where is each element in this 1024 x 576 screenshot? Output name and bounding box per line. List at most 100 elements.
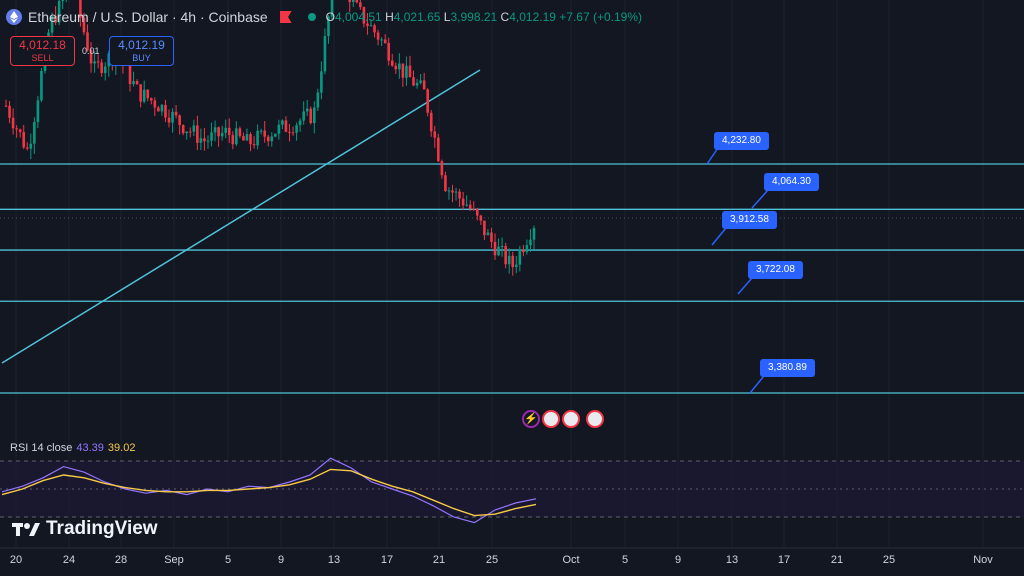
candle: [298, 120, 302, 126]
ethereum-icon: [6, 9, 22, 25]
symbol-title[interactable]: Ethereum / U.S. Dollar · 4h · Coinbase: [28, 9, 268, 25]
candle: [514, 264, 518, 268]
candle: [188, 131, 192, 133]
candle: [504, 246, 507, 265]
candle: [263, 130, 266, 137]
candle: [465, 204, 468, 206]
us-flag-event-icon[interactable]: [586, 410, 604, 428]
candle: [139, 84, 142, 102]
candle: [249, 134, 252, 145]
flag-icon[interactable]: [279, 11, 292, 23]
candle: [348, 0, 352, 3]
level-label-2[interactable]: 4,064.30: [764, 173, 819, 191]
candle: [25, 147, 29, 149]
candle: [89, 50, 93, 64]
candle: [401, 63, 405, 78]
x-tick-label: 21: [432, 554, 446, 566]
candle: [40, 70, 43, 101]
candle: [220, 132, 224, 137]
x-tick-label: 9: [277, 554, 285, 566]
candle: [412, 77, 415, 86]
candle: [447, 190, 451, 192]
candle: [227, 127, 231, 136]
candle: [479, 215, 483, 221]
x-tick-label: 13: [725, 554, 739, 566]
candle: [93, 61, 96, 64]
candle: [242, 135, 245, 141]
candle: [295, 125, 298, 133]
sell-button[interactable]: 4,012.18 SELL: [10, 36, 75, 66]
spread-value: 0.01: [82, 46, 100, 56]
candle: [362, 7, 366, 24]
candle: [36, 100, 40, 122]
candle: [231, 135, 235, 145]
candle: [11, 117, 15, 129]
candle: [210, 132, 213, 141]
candle: [185, 131, 189, 134]
candle: [224, 127, 228, 133]
buy-button[interactable]: 4,012.19 BUY: [109, 36, 174, 66]
x-tick-label: Oct: [562, 554, 580, 566]
x-tick-label: 17: [380, 554, 394, 566]
level-label-5[interactable]: 3,380.89: [760, 359, 815, 377]
us-flag-event-icon[interactable]: [542, 410, 560, 428]
candle: [511, 255, 515, 268]
x-tick-label: 13: [327, 554, 341, 566]
candle: [245, 134, 249, 141]
candle: [323, 36, 327, 72]
candle: [408, 65, 412, 78]
candle: [419, 80, 422, 83]
candle: [433, 131, 437, 138]
level-connector: [737, 277, 753, 295]
candle: [135, 81, 139, 85]
candle: [146, 89, 150, 99]
candle: [18, 129, 22, 133]
candle: [199, 138, 203, 143]
candle: [444, 175, 447, 192]
candle: [86, 32, 89, 51]
candle: [79, 0, 82, 18]
lightning-event-icon[interactable]: ⚡: [522, 410, 540, 428]
time-axis[interactable]: 20 24 28 Sep 5 9 13 17 21 25 Oct 5 9 13 17 21 25 Nov: [0, 554, 1024, 574]
level-label-4[interactable]: 3,722.08: [748, 261, 803, 279]
candle: [493, 241, 497, 256]
level-connector: [751, 189, 769, 209]
events-row: ⚡: [522, 410, 604, 428]
candle: [437, 137, 440, 162]
candle: [167, 117, 171, 123]
candle: [373, 25, 376, 33]
candle: [96, 61, 100, 63]
candle: [57, 0, 61, 23]
candle: [458, 191, 461, 199]
tradingview-logo: TradingView: [12, 518, 158, 540]
candle: [266, 136, 270, 142]
candle: [29, 143, 33, 149]
candle: [178, 115, 181, 126]
candle: [235, 128, 238, 145]
candle: [376, 32, 380, 40]
x-tick-label: 20: [9, 554, 23, 566]
candle: [8, 105, 11, 118]
candle: [500, 246, 504, 248]
us-flag-event-icon[interactable]: [562, 410, 580, 428]
level-label-1[interactable]: 4,232.80: [714, 132, 769, 150]
candle: [270, 136, 274, 142]
candle: [238, 128, 242, 136]
candle: [128, 63, 132, 85]
candle: [192, 125, 196, 132]
symbol-header: Ethereum / U.S. Dollar · 4h · Coinbase O…: [6, 6, 642, 28]
candle: [532, 228, 536, 240]
candle: [305, 108, 309, 112]
candle: [252, 144, 256, 146]
candle: [284, 120, 288, 132]
level-label-3[interactable]: 3,912.58: [722, 211, 777, 229]
candle: [387, 42, 391, 61]
candle: [107, 53, 111, 67]
candle: [309, 108, 313, 124]
candle: [398, 63, 401, 70]
candle: [522, 249, 525, 253]
candle: [394, 65, 398, 70]
candle: [383, 39, 387, 43]
